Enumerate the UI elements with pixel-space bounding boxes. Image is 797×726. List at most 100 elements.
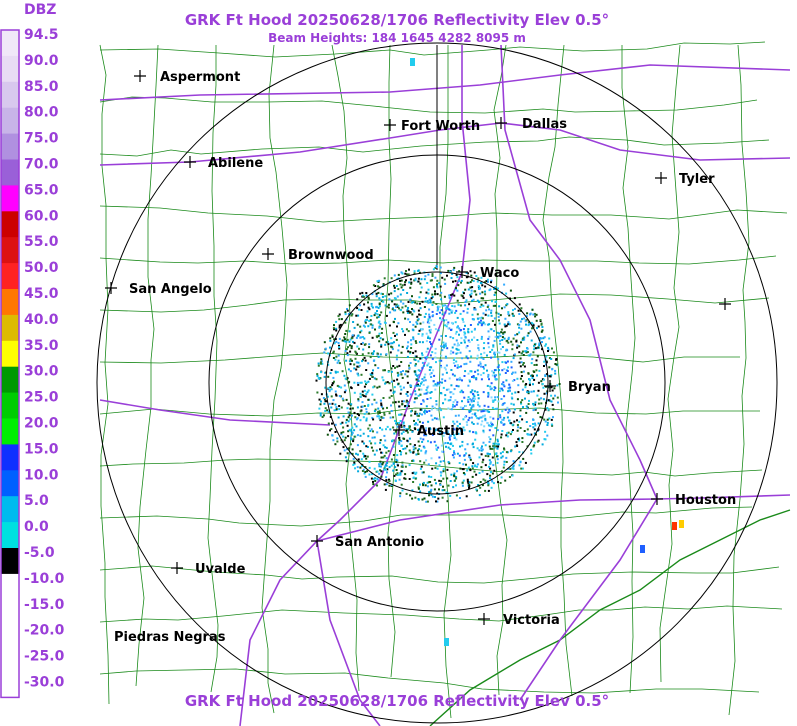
echo-pixel (447, 327, 450, 330)
echo-pixel (409, 351, 412, 354)
echo-pixel (469, 458, 472, 461)
echo-pixel (437, 308, 440, 311)
echo-pixel (400, 451, 403, 454)
echo-pixel (439, 460, 442, 463)
echo-pixel (410, 339, 412, 342)
echo-pixel (340, 406, 343, 409)
city-marker (105, 282, 117, 294)
echo-pixel (482, 312, 485, 315)
echo-pixel (377, 306, 380, 309)
echo-pixel (334, 431, 337, 433)
city-marker (134, 70, 146, 82)
echo-pixel (469, 286, 472, 289)
echo-pixel (337, 354, 340, 357)
echo-pixel (478, 472, 481, 474)
echo-pixel (472, 375, 475, 377)
echo-pixel (404, 281, 407, 284)
echo-pixel (352, 438, 355, 441)
echo-pixel (351, 426, 354, 429)
range-ring (325, 271, 549, 495)
echo-pixel (468, 380, 471, 383)
echo-pixel (317, 376, 320, 379)
echo-pixel (377, 334, 380, 337)
echo-pixel (341, 421, 344, 424)
echo-pixel (452, 280, 454, 283)
echo-pixel (333, 409, 336, 412)
echo-pixel (419, 307, 422, 310)
echo-pixel (423, 411, 426, 413)
echo-pixel (466, 424, 469, 426)
echo-pixel (438, 456, 441, 459)
legend-label: 0.0 (24, 519, 49, 535)
echo-pixel (363, 385, 366, 388)
echo-pixel (422, 471, 425, 474)
echo-pixel (478, 287, 481, 289)
city-marker (495, 117, 507, 129)
echo-pixel (460, 294, 463, 297)
echo-pixel (426, 485, 429, 488)
echo-pixel (439, 483, 442, 486)
echo-pixel (419, 291, 422, 294)
echo-pixel (442, 386, 445, 389)
echo-pixel (438, 488, 440, 491)
echo-pixel (457, 432, 460, 435)
echo-pixel (464, 416, 467, 419)
echo-pixel (407, 330, 410, 333)
echo-pixel (527, 372, 530, 375)
echo-pixel (467, 384, 470, 387)
echo-pixel (401, 400, 404, 403)
echo-pixel (475, 473, 478, 476)
echo-pixel (323, 341, 326, 344)
echo-pixel (557, 401, 559, 404)
echo-pixel (434, 347, 437, 350)
echo-pixel (452, 359, 455, 361)
echo-pixel (526, 428, 529, 431)
echo-pixel (500, 456, 503, 459)
echo-pixel (456, 352, 459, 354)
echo-pixel (513, 420, 516, 423)
echo-pixel (392, 307, 394, 310)
county-line (621, 45, 636, 694)
echo-pixel (451, 305, 454, 307)
echo-pixel (430, 376, 433, 378)
echo-pixel (547, 346, 550, 349)
city-marker (393, 424, 405, 436)
echo-pixel (392, 391, 395, 394)
echo-pixel (477, 417, 480, 420)
echo-pixel (376, 386, 379, 389)
echo-pixel (414, 359, 417, 361)
echo-pixel (480, 297, 483, 300)
echo-pixel (369, 319, 372, 322)
echo-pixel (331, 402, 334, 405)
echo-pixel (512, 314, 515, 317)
echo-pixel (385, 479, 388, 482)
echo-pixel (421, 425, 424, 428)
echo-pixel (400, 361, 403, 363)
echo-pixel (426, 300, 429, 303)
echo-pixel (446, 468, 449, 471)
echo-pixel (342, 435, 345, 438)
echo-pixel (375, 378, 378, 381)
echo-pixel (481, 420, 484, 423)
echo-pixel (359, 466, 362, 469)
echo-pixel (378, 286, 381, 289)
echo-pixel (407, 370, 410, 373)
echo-pixel (469, 370, 472, 373)
echo-pixel (394, 334, 396, 337)
echo-pixel (471, 376, 473, 378)
echo-pixel (373, 314, 376, 317)
echo-pixel (518, 326, 521, 329)
echo-pixel (440, 354, 443, 357)
echo-pixel (490, 328, 493, 331)
echo-pixel (412, 329, 415, 332)
echo-pixel (453, 266, 456, 269)
echo-pixel (417, 309, 420, 312)
echo-pixel (470, 355, 473, 358)
echo-pixel (517, 384, 520, 387)
echo-pixel (444, 343, 447, 346)
echo-pixel (522, 370, 525, 373)
echo-pixel (435, 448, 438, 451)
echo-pixel (363, 356, 366, 359)
echo-pixel (332, 376, 335, 379)
echo-pixel (459, 497, 461, 499)
